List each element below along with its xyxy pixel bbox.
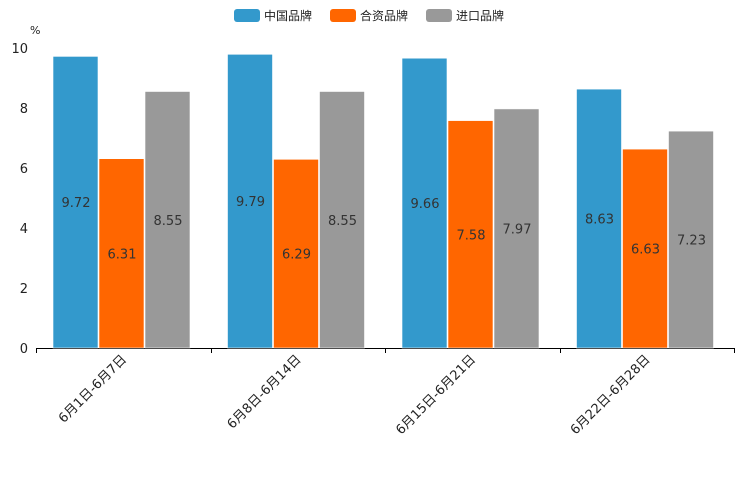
bar-value-label: 9.79: [236, 195, 265, 210]
legend-label: 中国品牌: [264, 8, 312, 23]
bar-value-label: 6.63: [631, 243, 660, 258]
bar: [401, 57, 448, 349]
bar: [98, 158, 145, 349]
y-tick-label: 0: [20, 342, 28, 357]
bar: [622, 148, 668, 349]
bar: [273, 159, 319, 349]
bar-value-label: 6.31: [108, 247, 137, 262]
legend-swatch: [234, 9, 260, 22]
x-tick-label: 6月15日-6月21日: [393, 352, 479, 438]
legend-label: 进口品牌: [456, 9, 504, 23]
bar-value-label: 7.23: [677, 234, 706, 249]
legend: 中国品牌 合资品牌 进口品牌: [234, 8, 504, 23]
bar-value-label: 7.97: [503, 222, 532, 237]
bar: [576, 88, 622, 349]
data-labels: 9.72 6.31 8.55 9.79 6.29 8.55 9.66 7.58 7.97 8.63…: [62, 195, 706, 263]
bar: [668, 130, 714, 349]
bars: [52, 53, 714, 349]
bar-value-label: 8.55: [154, 214, 183, 229]
y-unit-label: %: [30, 24, 40, 37]
bar: [144, 91, 191, 349]
legend-swatch: [426, 9, 452, 22]
y-tick-label: 2: [20, 282, 28, 297]
x-tick-label: 6月8日-6月14日: [225, 352, 305, 432]
bar-value-label: 8.63: [585, 213, 614, 228]
legend-item: 中国品牌: [234, 8, 312, 23]
bar: [493, 108, 540, 349]
bar: [52, 56, 99, 349]
legend-swatch: [330, 9, 356, 22]
bar-value-label: 8.55: [328, 214, 357, 229]
bar-value-label: 7.58: [457, 228, 486, 243]
bar: [319, 91, 365, 349]
y-tick-label: 4: [20, 222, 28, 237]
x-tick-label: 6月22日-6月28日: [568, 352, 654, 438]
legend-item: 合资品牌: [330, 8, 408, 23]
bar-value-label: 9.72: [62, 196, 91, 211]
bar-value-label: 6.29: [282, 248, 311, 263]
bar-value-label: 9.66: [411, 197, 440, 212]
bar: [447, 120, 494, 349]
y-tick-label: 10: [11, 42, 28, 57]
legend-label: 合资品牌: [360, 8, 408, 23]
x-tick-label: 6月1日-6月7日: [56, 352, 130, 426]
bar: [227, 53, 273, 349]
legend-item: 进口品牌: [426, 9, 504, 23]
y-tick-label: 8: [20, 102, 28, 117]
y-tick-label: 6: [20, 162, 28, 177]
